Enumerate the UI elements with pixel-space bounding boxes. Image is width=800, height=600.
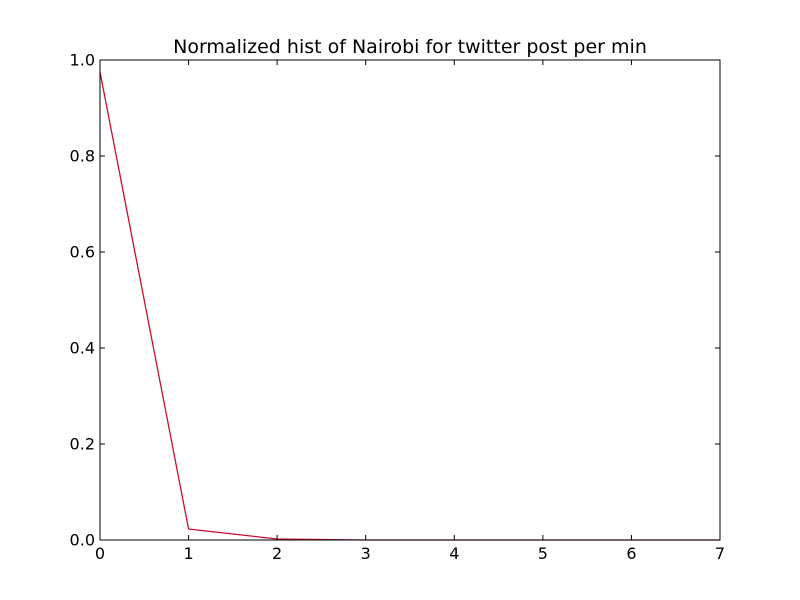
y-tick-label: 0.8 xyxy=(70,147,95,166)
axes-layer: 0 1 2 3 4 5 6 7 0.0 0.2 0.4 0.6 0.8 1.0 xyxy=(70,51,726,564)
x-tick-label: 4 xyxy=(449,544,459,563)
y-tick-label: 0.4 xyxy=(70,339,95,358)
x-tick-label: 0 xyxy=(95,544,105,563)
x-tick-label: 1 xyxy=(183,544,193,563)
plot-area xyxy=(100,60,720,540)
y-tick-label: 1.0 xyxy=(70,51,95,70)
chart-title: Normalized hist of Nairobi for twitter p… xyxy=(173,36,647,58)
x-tick-label: 7 xyxy=(715,544,725,563)
x-tick-label: 5 xyxy=(538,544,548,563)
y-tick-label: 0.2 xyxy=(70,435,95,454)
x-tick-label: 3 xyxy=(361,544,371,563)
x-tick-label: 2 xyxy=(272,544,282,563)
y-tick-label: 0.6 xyxy=(70,243,95,262)
axes-frame xyxy=(99,59,721,541)
x-tick-label: 6 xyxy=(626,544,636,563)
y-tick-label: 0.0 xyxy=(70,531,95,550)
